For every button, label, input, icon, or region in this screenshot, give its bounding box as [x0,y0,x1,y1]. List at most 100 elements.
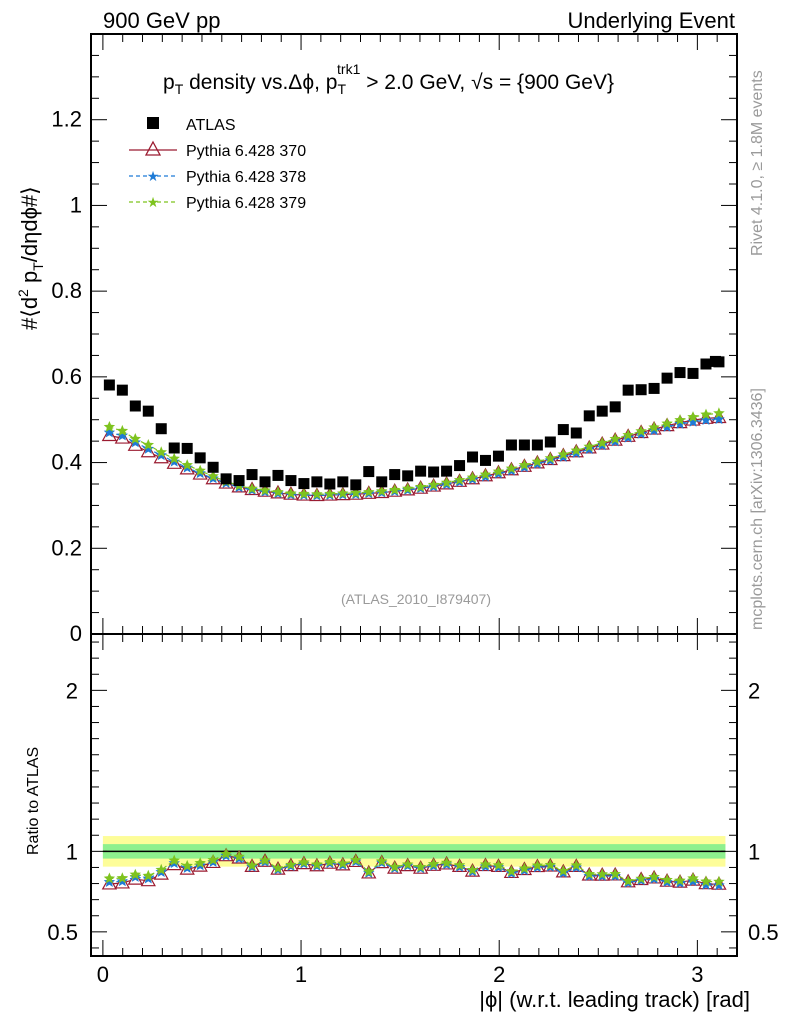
point-atlas [363,466,375,478]
point-atlas [376,476,388,488]
point-p379-main [492,465,505,477]
point-p379-ratio [622,875,634,886]
point-atlas [428,466,440,478]
point-p379-main [583,440,595,452]
point-p379-ratio [466,864,479,875]
point-p379-main [570,444,582,456]
y-tick-label-main: 0.2 [51,535,82,560]
analysis-id: (ATLAS_2010_I879407) [341,591,491,607]
point-p379-main [700,408,712,420]
point-atlas [492,450,504,462]
point-p379-ratio [220,848,232,859]
point-p379-main [674,414,686,425]
point-p379-ratio [687,872,699,884]
point-p379-ratio [298,856,310,868]
legend-p378-label: Pythia 6.428 378 [186,169,306,186]
point-atlas [207,461,219,473]
point-p379-ratio [324,855,336,867]
point-p379-main [414,481,427,492]
legend-p379-marker: ★ [147,194,160,210]
point-atlas [479,454,491,466]
point-atlas [531,439,543,451]
legend-atlas-label: ATLAS [186,117,236,134]
point-p379-main [479,468,492,480]
point-p378-main [116,429,129,441]
point-atlas [635,384,647,396]
point-atlas [194,452,206,464]
point-p379-ratio [194,857,206,868]
point-p379-main [103,421,116,432]
point-p379-main [116,424,129,436]
point-p378-main [700,414,712,425]
point-p379-main [596,436,608,448]
point-p379-main [181,459,193,470]
point-p379-ratio [272,862,284,874]
y-tick-label-main: 0.4 [51,450,82,475]
point-p379-main [207,470,219,482]
y-tick-label-ratio-right: 0.5 [748,920,779,945]
point-atlas [350,479,362,491]
header-left: 900 GeV pp [103,8,220,33]
point-p379-ratio [661,873,673,885]
point-p379-main [194,464,206,476]
y-tick-label-ratio-left: 2 [66,678,78,703]
point-atlas [402,470,414,482]
point-p378-main [687,415,699,427]
point-p379-ratio [674,874,686,886]
point-p379-main [518,459,531,470]
point-atlas [570,427,582,439]
point-p379-main [272,486,284,497]
point-p379-ratio [427,858,440,869]
plot-title: pT density vs.Δϕ, pTtrk1 > 2.0 GeV, √s =… [163,61,614,97]
point-p379-ratio [285,858,297,870]
point-p379-main [311,488,323,500]
point-atlas [285,475,297,487]
point-atlas [622,384,634,396]
point-p379-ratio [583,868,595,879]
y-tick-label-ratio-right: 1 [748,839,760,864]
point-atlas [233,475,245,487]
point-p379-main [713,407,725,419]
legend-atlas-marker [147,117,159,129]
legend-p370-label: Pythia 6.428 370 [186,143,306,160]
point-p379-main [505,462,518,474]
point-p379-main [544,452,556,464]
point-p379-ratio [142,869,154,881]
point-p379-ratio [155,863,167,875]
point-p379-ratio [246,859,258,871]
point-p379-ratio [635,872,647,884]
point-p379-ratio [207,854,219,865]
x-axis-label: |ϕ| (w.r.t. leading track) [rad] [479,987,750,1012]
point-p379-main [466,471,479,483]
point-p379-main [661,417,673,429]
point-atlas [467,451,479,463]
point-p379-ratio [168,854,180,866]
point-p378-main [713,413,725,425]
legend: ATLAS Pythia 6.428 370 ★ Pythia 6.428 37… [129,117,306,212]
point-atlas [220,473,232,485]
point-atlas [168,442,180,454]
point-p379-ratio [531,859,544,871]
point-atlas [674,367,686,379]
point-p379-ratio [557,864,569,876]
point-atlas [259,476,271,488]
point-p379-ratio [648,870,660,882]
point-p379-ratio [389,860,401,872]
point-atlas [272,469,284,481]
point-p379-ratio [181,859,193,871]
point-p379-ratio [363,865,375,877]
point-p379-main [402,482,414,494]
y-tick-label-ratio-right: 2 [748,678,760,703]
point-p379-main [609,433,621,444]
point-atlas [596,405,608,417]
point-p379-ratio [596,868,608,880]
point-p379-ratio [259,854,271,866]
legend-p370-marker [144,140,162,156]
point-p379-ratio [103,872,116,884]
point-atlas [661,372,673,384]
point-p379-main [427,478,440,490]
point-p379-main [337,487,349,499]
point-p379-main [142,439,154,450]
point-atlas [389,469,401,481]
